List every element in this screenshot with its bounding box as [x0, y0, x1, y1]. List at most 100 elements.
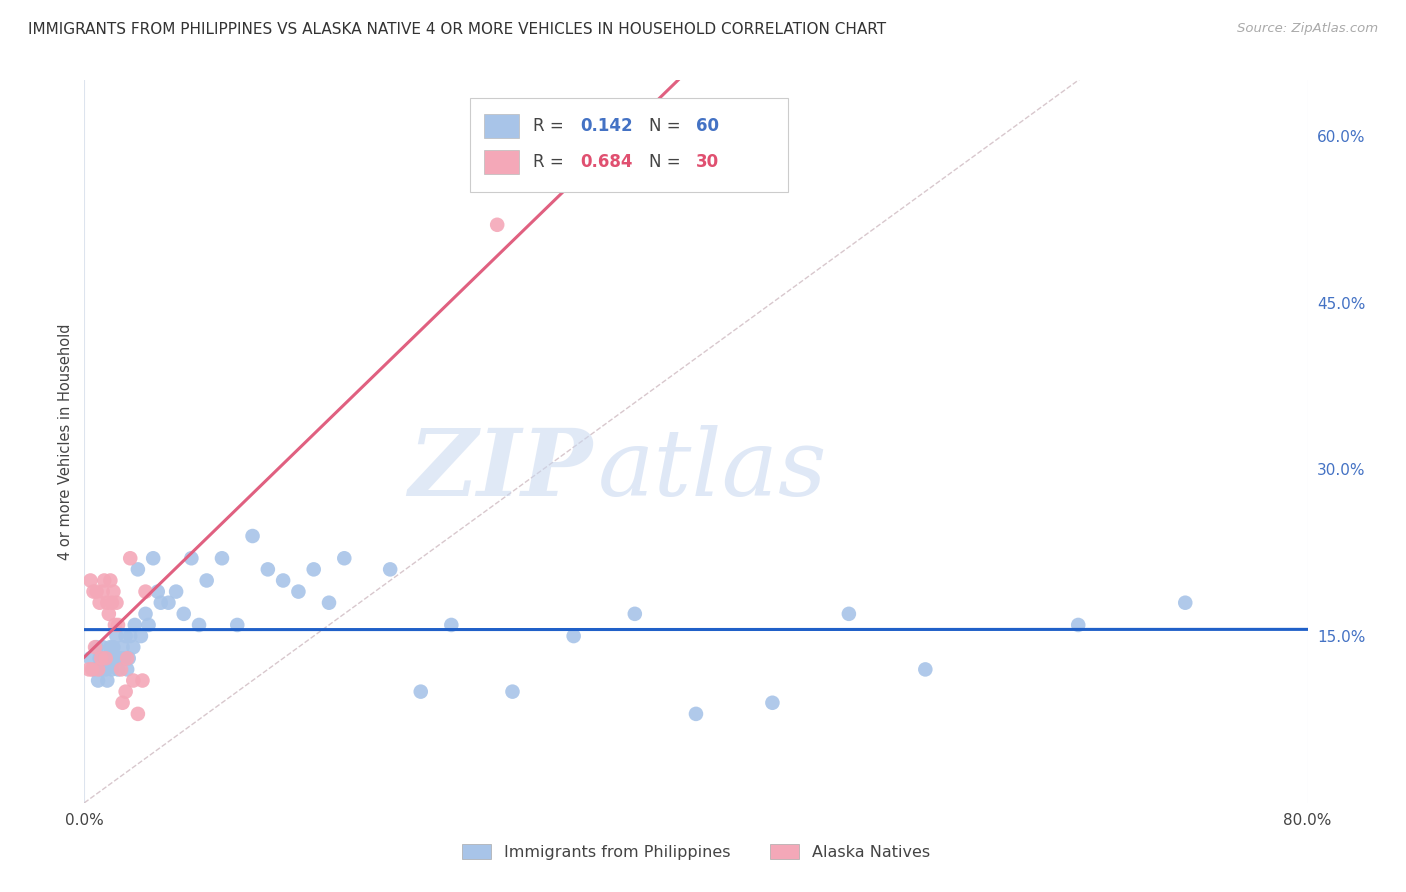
Point [409, 684, 432, 698]
Point [105, 596, 128, 610]
Point [93, 574, 115, 588]
Point [86, 640, 108, 655]
Point [149, 596, 172, 610]
Point [138, 618, 160, 632]
Point [79, 574, 101, 588]
Point [135, 607, 157, 621]
Point [83, 584, 105, 599]
Point [188, 618, 211, 632]
Point [502, 684, 524, 698]
Point [83, 662, 105, 676]
Point [96, 596, 118, 610]
Point [173, 607, 195, 621]
Point [1174, 596, 1197, 610]
Point [89, 596, 111, 610]
Point [108, 651, 131, 665]
Point [80, 662, 103, 676]
Point [685, 706, 707, 721]
Point [110, 662, 132, 676]
Point [120, 629, 142, 643]
Point [101, 596, 124, 610]
Point [1067, 618, 1090, 632]
Point [93, 651, 115, 665]
Point [103, 640, 125, 655]
Point [120, 551, 142, 566]
Point [761, 696, 783, 710]
Point [94, 651, 117, 665]
Legend: Immigrants from Philippines, Alaska Natives: Immigrants from Philippines, Alaska Nati… [463, 844, 929, 860]
Point [157, 596, 180, 610]
Point [440, 618, 463, 632]
Point [302, 562, 325, 576]
Point [115, 662, 138, 676]
Point [165, 584, 187, 599]
Text: 0.684: 0.684 [579, 153, 633, 171]
Point [131, 673, 153, 688]
Point [271, 574, 294, 588]
Point [77, 662, 100, 676]
Text: R =: R = [533, 153, 569, 171]
Point [112, 651, 135, 665]
Point [96, 673, 118, 688]
Point [97, 607, 120, 621]
Point [98, 640, 121, 655]
Point [115, 651, 138, 665]
Text: IMMIGRANTS FROM PHILIPPINES VS ALASKA NATIVE 4 OR MORE VEHICLES IN HOUSEHOLD COR: IMMIGRANTS FROM PHILIPPINES VS ALASKA NA… [28, 22, 886, 37]
Point [114, 684, 136, 698]
Point [114, 629, 136, 643]
Point [242, 529, 264, 543]
Point [90, 651, 112, 665]
Point [107, 662, 129, 676]
Text: N =: N = [650, 153, 686, 171]
Text: 60: 60 [696, 117, 718, 135]
Point [90, 662, 112, 676]
Point [180, 551, 202, 566]
Point [104, 618, 127, 632]
Point [104, 651, 127, 665]
Point [318, 596, 340, 610]
Text: 30: 30 [696, 153, 718, 171]
Point [287, 584, 309, 599]
Point [129, 629, 152, 643]
FancyBboxPatch shape [484, 114, 519, 138]
Text: R =: R = [533, 117, 569, 135]
Point [624, 607, 647, 621]
Point [87, 673, 110, 688]
Point [107, 618, 129, 632]
Point [122, 673, 145, 688]
Point [91, 584, 114, 599]
Point [91, 640, 114, 655]
Text: 0.142: 0.142 [579, 117, 633, 135]
Point [146, 584, 169, 599]
Point [127, 562, 149, 576]
Point [562, 629, 585, 643]
Point [79, 651, 101, 665]
Text: N =: N = [650, 117, 686, 135]
Point [87, 662, 110, 676]
Point [142, 551, 165, 566]
Point [103, 584, 125, 599]
Point [333, 551, 356, 566]
FancyBboxPatch shape [484, 151, 519, 174]
Point [380, 562, 402, 576]
Text: Source: ZipAtlas.com: Source: ZipAtlas.com [1237, 22, 1378, 36]
Point [226, 618, 249, 632]
Point [111, 696, 134, 710]
Point [97, 651, 120, 665]
Point [101, 662, 124, 676]
Point [486, 218, 509, 232]
FancyBboxPatch shape [470, 98, 787, 193]
Point [257, 562, 280, 576]
Point [124, 618, 146, 632]
Point [98, 574, 121, 588]
Point [118, 651, 141, 665]
Point [86, 584, 108, 599]
Point [122, 640, 145, 655]
Text: ZIP: ZIP [408, 425, 592, 516]
Point [914, 662, 936, 676]
Point [127, 706, 149, 721]
Y-axis label: 4 or more Vehicles in Household: 4 or more Vehicles in Household [58, 323, 73, 560]
Point [89, 651, 111, 665]
Point [838, 607, 860, 621]
Point [195, 574, 218, 588]
